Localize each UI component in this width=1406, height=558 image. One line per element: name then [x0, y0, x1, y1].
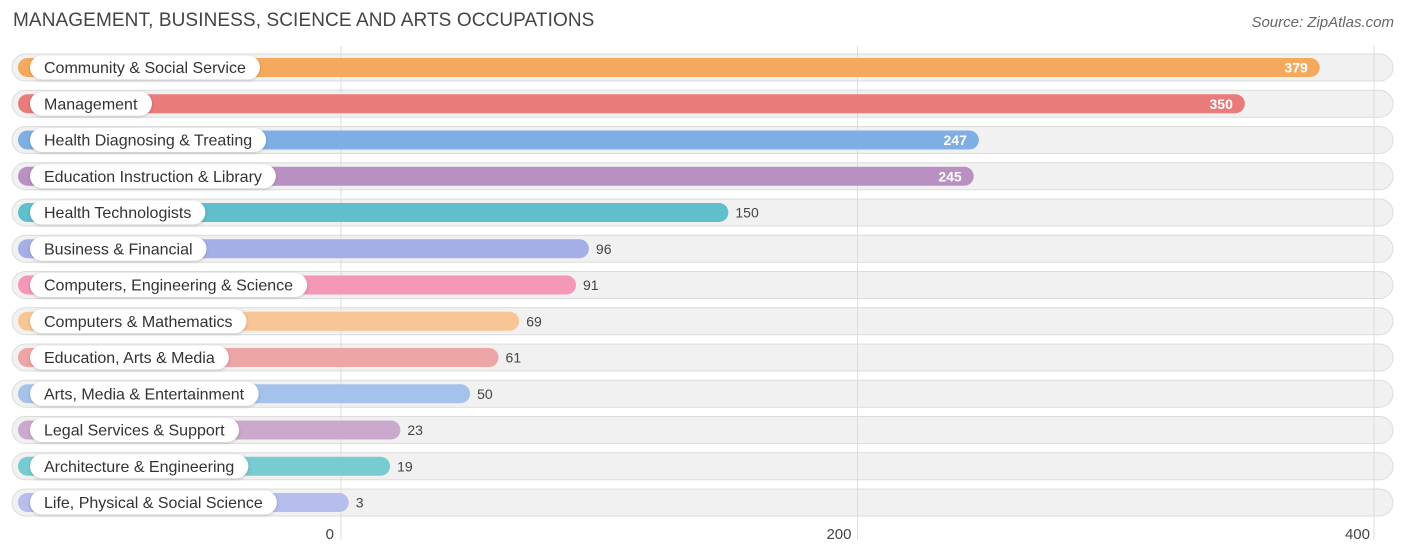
category-label: Education Instruction & Library: [44, 169, 262, 186]
category-label: Management: [44, 96, 138, 113]
category-label-pill: [30, 128, 267, 152]
category-label: Computers, Engineering & Science: [44, 278, 293, 295]
category-label-pill: [30, 55, 260, 80]
value-label: 23: [407, 422, 423, 438]
category-label-pill: [30, 345, 229, 370]
value-label: 96: [596, 241, 612, 257]
category-label: Arts, Media & Entertainment: [44, 386, 245, 403]
category-label: Business & Financial: [44, 241, 193, 258]
value-label: 69: [526, 313, 542, 329]
chart-title: MANAGEMENT, BUSINESS, SCIENCE AND ARTS O…: [13, 10, 595, 31]
category-label: Life, Physical & Social Science: [44, 495, 263, 512]
category-label-pill: [30, 381, 259, 406]
category-label: Architecture & Engineering: [44, 459, 234, 476]
row-background: [11, 488, 1394, 517]
category-label-pill: [30, 309, 247, 334]
x-tick-label: 0: [326, 526, 334, 543]
category-label: Health Technologists: [44, 205, 191, 222]
category-label-pill: [30, 490, 277, 515]
category-label-pill: [30, 273, 308, 297]
category-label: Education, Arts & Media: [44, 350, 215, 367]
bars: Community & Social Service 379 Management 3…: [18, 55, 1320, 515]
category-label: Computers & Mathematics: [44, 314, 233, 331]
x-tick-label: 200: [826, 526, 851, 543]
category-label-pill: [30, 200, 206, 225]
category-label: Legal Services & Support: [44, 423, 225, 440]
category-label-pill: [30, 418, 240, 442]
value-label: 50: [477, 386, 493, 402]
x-tick-label: 400: [1345, 526, 1370, 543]
category-label-pill: [30, 236, 207, 261]
value-label: 379: [1284, 60, 1308, 76]
value-label: 245: [938, 168, 962, 184]
category-label: Community & Social Service: [44, 60, 246, 77]
category-label-pill: [30, 91, 152, 116]
value-label: 91: [583, 277, 599, 293]
category-label-pill: [30, 454, 249, 479]
category-label: Health Diagnosing & Treating: [44, 133, 252, 150]
x-axis-ticks: 0 200 400: [326, 526, 1370, 543]
value-label: 247: [944, 132, 968, 148]
value-label: 3: [356, 495, 364, 511]
category-label-pill: [30, 164, 276, 189]
value-label: 350: [1210, 96, 1234, 112]
chart-source: Source: ZipAtlas.com: [1251, 14, 1394, 31]
value-label: 61: [506, 350, 522, 366]
bar: [18, 94, 1245, 114]
value-label: 150: [735, 205, 759, 221]
bar: [18, 58, 1320, 77]
value-label: 19: [397, 458, 413, 474]
